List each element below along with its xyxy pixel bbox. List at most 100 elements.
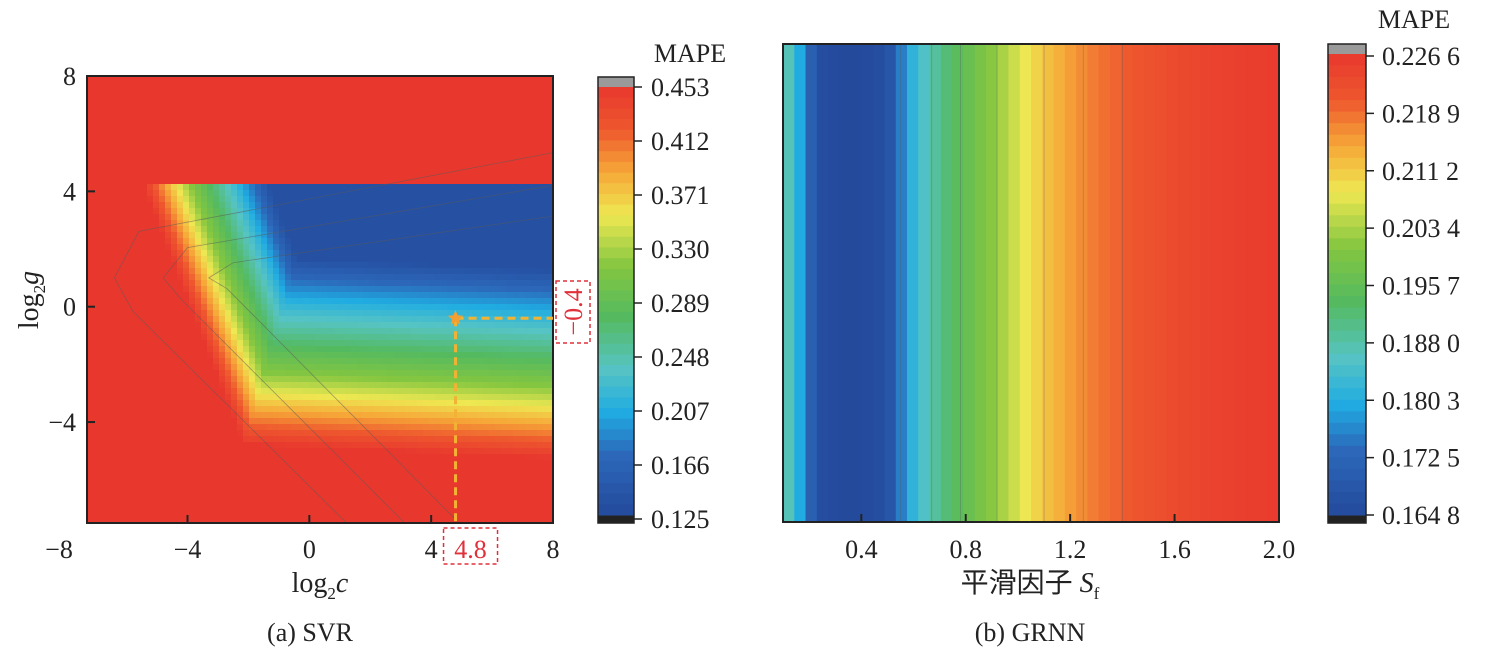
svr-heat-cell <box>531 298 538 305</box>
svr-heat-cell <box>279 274 286 281</box>
svr-heat-cell <box>141 172 148 179</box>
svr-heat-cell <box>255 226 262 233</box>
svr-heat-cell <box>129 142 136 149</box>
svr-heat-cell <box>279 262 286 269</box>
svr-heat-cell <box>279 346 286 353</box>
svr-heat-cell <box>363 268 370 275</box>
svr-heat-cell <box>147 244 154 251</box>
svr-heat-cell <box>87 166 94 173</box>
svr-heat-cell <box>429 310 436 317</box>
svr-heat-cell <box>285 82 292 89</box>
svr-heat-cell <box>471 412 478 419</box>
svr-heat-cell <box>417 196 424 203</box>
svr-heat-cell <box>153 442 160 449</box>
svr-heat-cell <box>405 208 412 215</box>
svr-heat-cell <box>141 262 148 269</box>
svr-heat-cell <box>279 310 286 317</box>
svr-heat-cell <box>117 400 124 407</box>
svr-heat-cell <box>429 448 436 455</box>
svr-heat-cell <box>93 136 100 143</box>
svr-heat-cell <box>153 358 160 365</box>
svr-heat-cell <box>531 136 538 143</box>
svr-heat-cell <box>249 106 256 113</box>
svr-heat-cell <box>165 76 172 83</box>
svr-heat-cell <box>165 94 172 101</box>
svr-heat-cell <box>225 232 232 239</box>
svr-heat-cell <box>327 136 334 143</box>
svr-heat-cell <box>321 280 328 287</box>
svr-heat-cell <box>537 352 544 359</box>
svr-heat-cell <box>537 388 544 395</box>
svr-heat-cell <box>159 256 166 263</box>
svr-heat-cell <box>117 88 124 95</box>
svr-heat-cell <box>273 100 280 107</box>
svr-heat-cell <box>243 94 250 101</box>
svr-heat-cell <box>111 124 118 131</box>
svr-heat-cell <box>261 286 268 293</box>
svr-heat-cell <box>135 454 142 461</box>
svr-heat-cell <box>93 310 100 317</box>
svr-heat-cell <box>369 76 376 83</box>
svr-heat-cell <box>417 214 424 221</box>
svr-heat-cell <box>429 244 436 251</box>
svr-heat-cell <box>519 454 526 461</box>
svr-heat-cell <box>93 442 100 449</box>
svr-heat-cell <box>477 202 484 209</box>
svr-heat-cell <box>171 280 178 287</box>
svr-heat-cell <box>177 274 184 281</box>
svr-heat-cell <box>387 238 394 245</box>
svr-heat-cell <box>219 154 226 161</box>
svr-heat-cell <box>399 376 406 383</box>
svr-heat-cell <box>441 262 448 269</box>
svr-heat-cell <box>189 76 196 83</box>
svr-heat-cell <box>93 118 100 125</box>
svr-heat-cell <box>345 292 352 299</box>
svr-heat-cell <box>99 328 106 335</box>
svr-heat-cell <box>285 376 292 383</box>
svr-heat-cell <box>507 256 514 263</box>
svr-heat-cell <box>291 214 298 221</box>
svr-heat-cell <box>303 136 310 143</box>
svr-heat-cell <box>423 292 430 299</box>
svr-heat-cell <box>495 166 502 173</box>
svr-heat-cell <box>465 454 472 461</box>
svr-heat-cell <box>513 358 520 365</box>
svr-heat-cell <box>423 280 430 287</box>
svr-heat-cell <box>507 448 514 455</box>
svr-heat-cell <box>261 214 268 221</box>
svr-heat-cell <box>507 394 514 401</box>
svr-heat-cell <box>87 178 94 185</box>
svr-heat-cell <box>465 340 472 347</box>
svr-heat-cell <box>93 208 100 215</box>
svr-heat-cell <box>495 112 502 119</box>
svr-heat-cell <box>123 196 130 203</box>
svr-heat-cell <box>159 244 166 251</box>
svr-heat-cell <box>381 136 388 143</box>
svr-heat-cell <box>501 124 508 131</box>
svr-heat-cell <box>141 148 148 155</box>
svr-heat-cell <box>351 76 358 83</box>
svr-heat-cell <box>117 118 124 125</box>
svr-heat-cell <box>183 88 190 95</box>
svr-heat-cell <box>465 136 472 143</box>
svr-heat-cell <box>153 304 160 311</box>
svr-heat-cell <box>537 442 544 449</box>
svr-heat-cell <box>243 82 250 89</box>
svr-heat-cell <box>441 394 448 401</box>
svr-heat-cell <box>267 394 274 401</box>
svr-heat-cell <box>195 310 202 317</box>
svr-heat-cell <box>417 358 424 365</box>
svr-heat-cell <box>249 358 256 365</box>
svr-heat-cell <box>381 166 388 173</box>
svr-heat-cell <box>255 130 262 137</box>
svr-heat-cell <box>465 328 472 335</box>
svr-heat-cell <box>117 136 124 143</box>
svr-heat-cell <box>213 412 220 419</box>
svr-heat-cell <box>345 172 352 179</box>
svr-heat-cell <box>327 436 334 443</box>
svr-heat-cell <box>453 304 460 311</box>
svr-heat-cell <box>141 196 148 203</box>
svr-heat-cell <box>189 100 196 107</box>
svr-heat-cell <box>537 112 544 119</box>
svr-heat-cell <box>357 436 364 443</box>
